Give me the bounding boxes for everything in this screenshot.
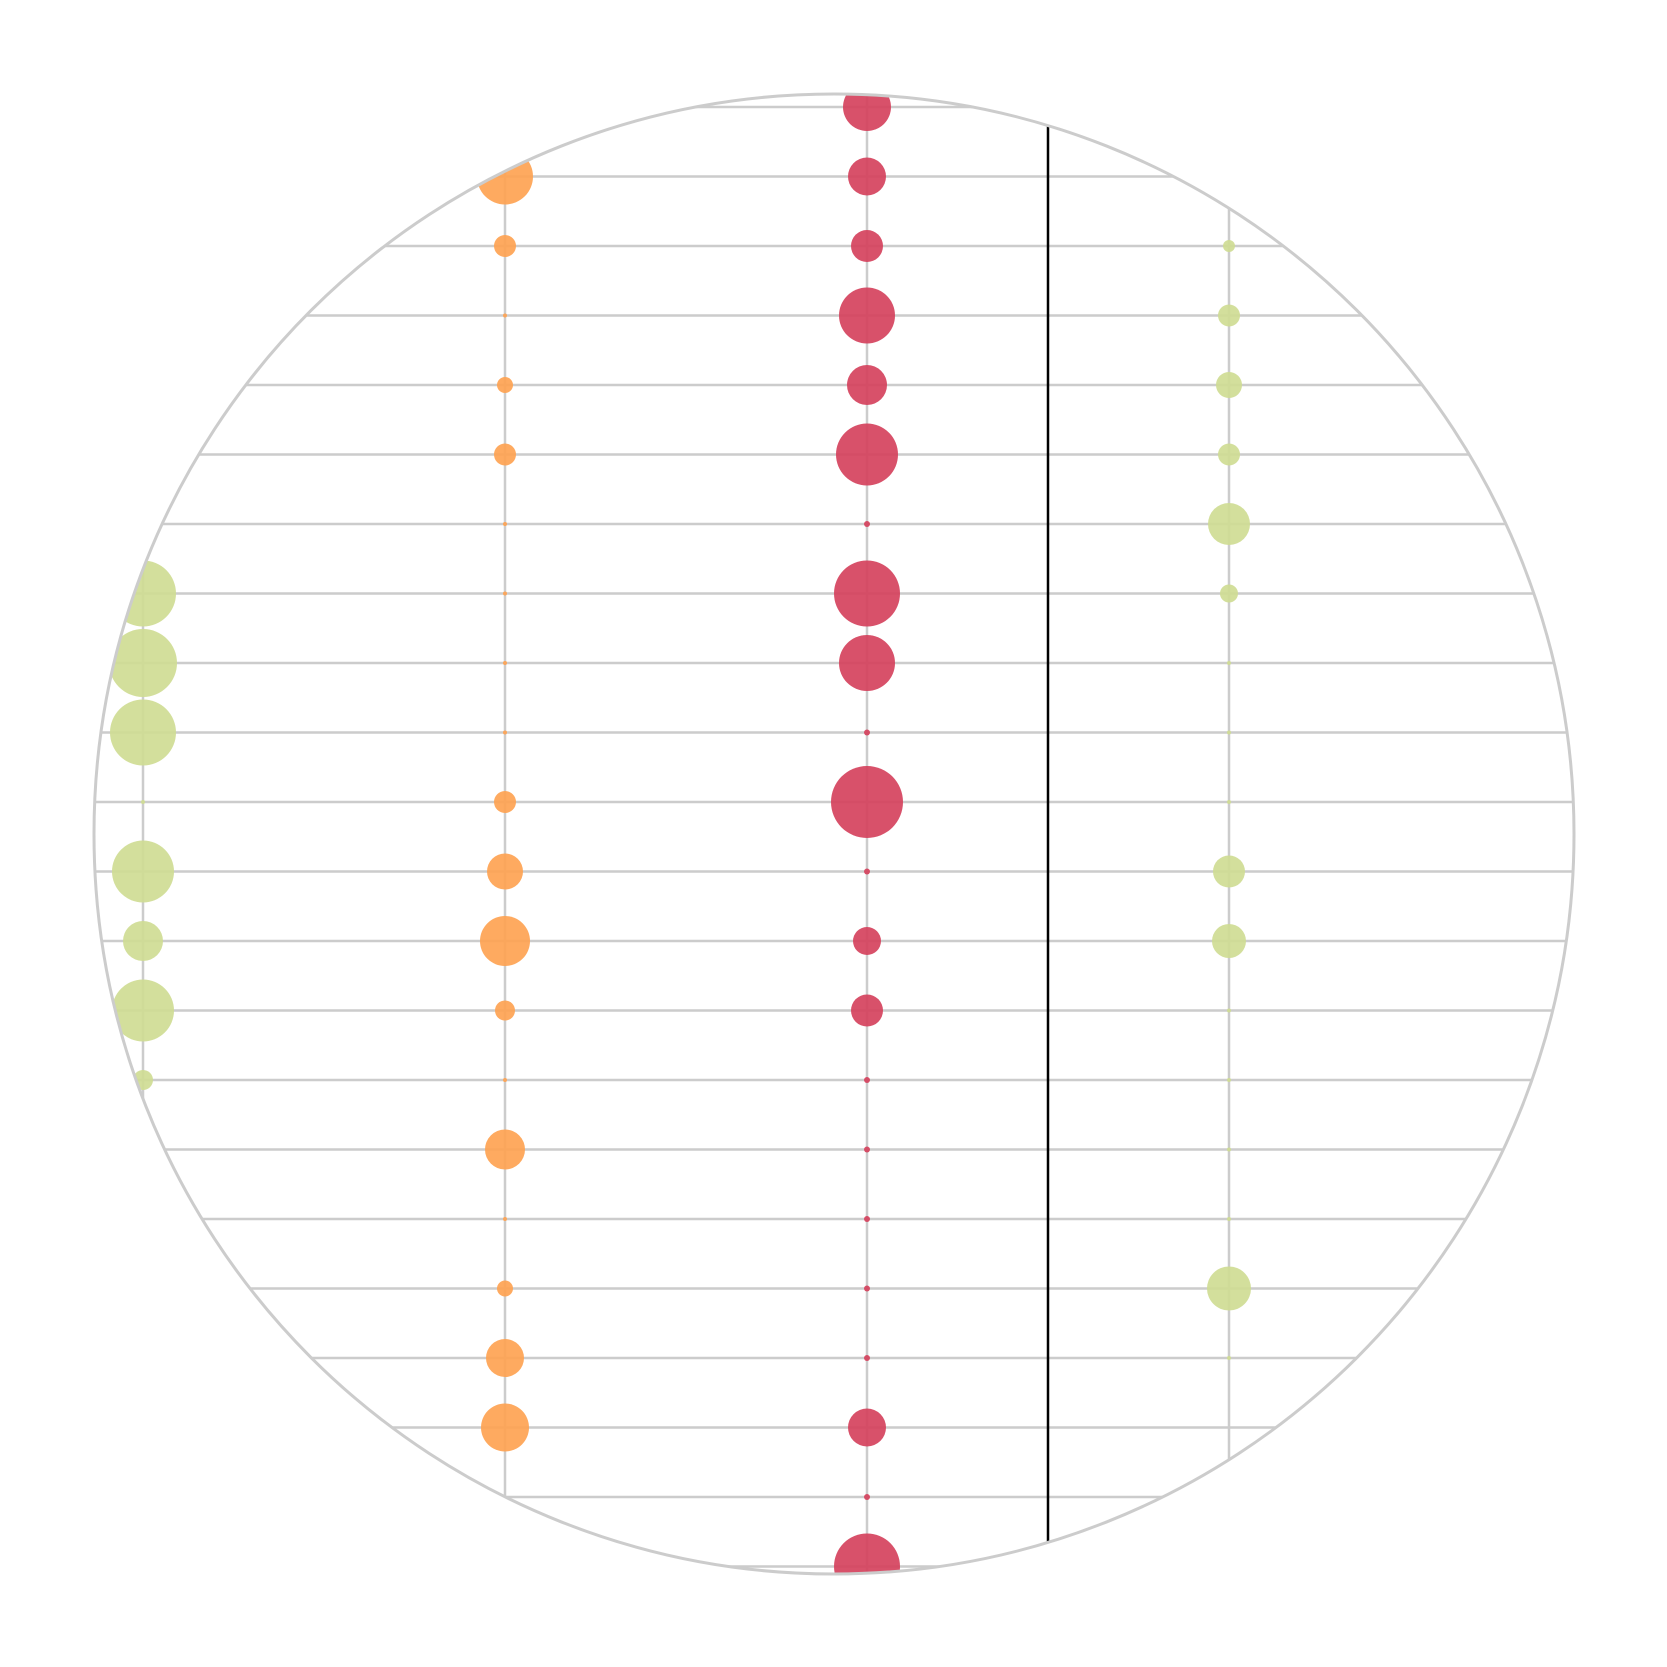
bubble-col0-row12 <box>123 921 163 961</box>
bubble-col2-row16 <box>864 1216 870 1222</box>
bubble-col2-row21 <box>834 1533 900 1574</box>
bubble-col2-row9 <box>864 729 870 736</box>
bubble-col3-row3 <box>1218 304 1240 327</box>
bubble-col1-row8 <box>503 661 507 665</box>
bubble-col3-row5 <box>1218 443 1240 466</box>
bubble-col1-row11 <box>487 853 523 890</box>
plot-marks <box>109 94 1251 1574</box>
bubble-col0-row13 <box>112 979 174 1042</box>
bubble-col0-row10 <box>141 800 145 804</box>
bubble-col1-row14 <box>503 1078 507 1082</box>
bubble-col2-row8 <box>839 635 895 691</box>
bubble-col1-row12 <box>480 916 530 966</box>
bubble-col1-row3 <box>503 313 507 318</box>
bubble-col1-row5 <box>494 443 516 466</box>
bubble-col2-row19 <box>848 1408 886 1447</box>
bubble-col2-row15 <box>864 1146 870 1153</box>
bubble-col1-row4 <box>497 377 513 393</box>
bubble-col1-row15 <box>485 1129 525 1170</box>
bubble-col1-row13 <box>495 1000 515 1021</box>
bubble-col0-row11 <box>112 840 174 903</box>
bubble-col3-row18 <box>1227 1356 1231 1360</box>
bubble-col3-row10 <box>1227 800 1231 804</box>
bubble-col3-row14 <box>1227 1078 1231 1082</box>
bubble-col0-row9 <box>110 699 176 766</box>
bubble-col1-row10 <box>494 791 516 813</box>
bubble-col2-row5 <box>836 423 898 486</box>
bubble-col2-row20 <box>864 1494 870 1500</box>
bubble-col2-row1 <box>848 157 886 196</box>
bubble-col0-row8 <box>109 629 177 697</box>
bubble-col3-row2 <box>1223 240 1235 252</box>
bubble-col1-row16 <box>503 1217 507 1221</box>
bubble-col3-row13 <box>1227 1008 1231 1013</box>
bubble-col1-row17 <box>497 1280 513 1297</box>
bubble-col3-row9 <box>1227 730 1231 735</box>
bubble-col2-row11 <box>864 868 870 875</box>
grid <box>94 94 1574 1574</box>
bubble-col2-row6 <box>864 521 870 527</box>
bubble-col1-row19 <box>481 1403 529 1452</box>
plot-frame <box>92 92 1576 1576</box>
bubble-col1-row9 <box>503 730 507 735</box>
bubble-col3-row11 <box>1213 855 1245 888</box>
bubble-col2-row18 <box>864 1355 870 1361</box>
bubble-col3-row16 <box>1227 1217 1231 1221</box>
bubble-col2-row17 <box>864 1285 870 1292</box>
bubble-col2-row14 <box>864 1077 870 1083</box>
bubble-col3-row17 <box>1207 1266 1251 1311</box>
bubble-col2-row4 <box>847 365 887 405</box>
bubble-col2-row0 <box>843 94 891 131</box>
bubble-col2-row7 <box>834 560 900 627</box>
bubble-col3-row4 <box>1216 372 1242 398</box>
bubble-col3-row15 <box>1227 1147 1231 1152</box>
bubble-col2-row10 <box>831 766 903 838</box>
bubble-col3-row6 <box>1208 503 1250 545</box>
bubble-col1-row7 <box>503 591 507 596</box>
bubble-col1-row1 <box>477 148 533 205</box>
bubble-col2-row2 <box>851 230 883 262</box>
bubble-col1-row6 <box>503 522 507 526</box>
bubble-col3-row7 <box>1220 584 1238 603</box>
bubble-col2-row3 <box>839 287 895 344</box>
bubble-col1-row18 <box>486 1339 524 1377</box>
bubble-col3-row8 <box>1227 661 1231 665</box>
bubble-col2-row12 <box>853 927 881 955</box>
bubble-col2-row13 <box>851 994 883 1027</box>
bubble-col1-row2 <box>494 235 516 257</box>
bubble-col3-row12 <box>1212 924 1246 958</box>
